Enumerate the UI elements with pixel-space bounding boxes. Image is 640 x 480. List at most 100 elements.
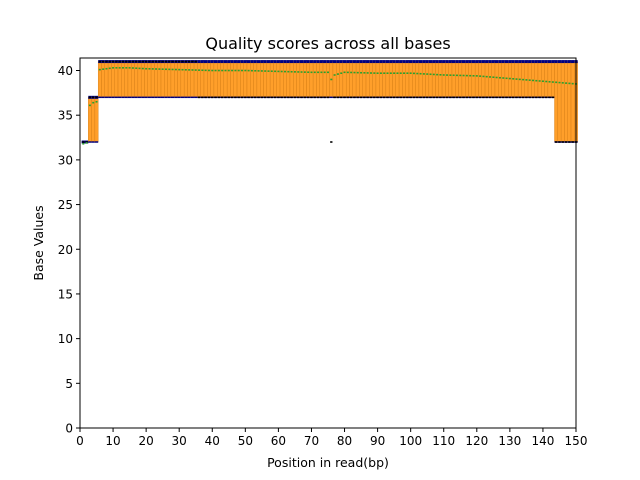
quality-box	[97, 61, 102, 98]
x-tick-label: 40	[205, 434, 220, 448]
quality-box	[101, 61, 105, 98]
quality-box	[276, 61, 281, 98]
quality-box	[220, 61, 225, 98]
x-tick-label: 110	[432, 434, 455, 448]
quality-box	[250, 61, 254, 98]
quality-box	[551, 61, 555, 98]
quality-box	[428, 61, 433, 98]
quality-box	[445, 61, 449, 98]
quality-box	[369, 61, 373, 98]
quality-box	[131, 61, 135, 98]
quality-box	[144, 61, 148, 98]
quality-box	[342, 61, 347, 98]
quality-box	[544, 61, 549, 98]
quality-box	[541, 61, 545, 98]
quality-box	[299, 61, 304, 98]
y-tick-label: 15	[58, 287, 73, 301]
chart-title: Quality scores across all bases	[205, 34, 450, 53]
quality-box	[164, 61, 168, 98]
quality-box	[203, 61, 208, 98]
quality-box	[359, 61, 363, 98]
quality-box	[455, 61, 459, 98]
quality-box	[431, 61, 436, 98]
quality-box	[501, 61, 506, 98]
x-tick-label: 90	[370, 434, 385, 448]
quality-box	[117, 61, 122, 98]
quality-box	[362, 61, 367, 98]
quality-box	[104, 61, 109, 98]
quality-box	[150, 61, 155, 98]
plot-frame	[79, 57, 577, 429]
quality-box	[451, 61, 456, 98]
quality-box	[474, 61, 479, 98]
quality-box	[293, 61, 297, 98]
quality-box	[392, 61, 396, 98]
quality-box	[193, 61, 198, 98]
quality-box	[180, 61, 185, 98]
x-axis-ticks: 0 10 20 30 40 50 60 70 80 90 100 110 120 130 140 150	[76, 428, 587, 448]
quality-box	[498, 61, 502, 98]
quality-box	[345, 61, 350, 98]
quality-box	[210, 61, 215, 98]
quality-box	[233, 61, 238, 98]
quality-box	[266, 61, 271, 98]
quality-box	[183, 61, 188, 98]
quality-box	[418, 61, 423, 98]
x-tick-label: 0	[76, 434, 84, 448]
quality-box	[355, 61, 360, 98]
quality-box	[127, 61, 132, 98]
quality-box	[200, 61, 205, 98]
quality-box	[230, 61, 234, 98]
quality-box	[316, 61, 320, 98]
quality-box	[256, 61, 261, 98]
y-axis-ticks: 0 5 10 15 20 25 30 35 40	[58, 64, 80, 436]
x-tick-label: 50	[238, 434, 253, 448]
quality-box	[279, 61, 284, 98]
quality-box	[388, 61, 393, 98]
quality-box	[273, 61, 277, 98]
quality-box	[352, 61, 357, 98]
x-tick-label: 10	[105, 434, 120, 448]
quality-box	[286, 61, 291, 98]
quality-box	[461, 61, 466, 98]
quality-box	[187, 61, 191, 98]
x-tick-label: 140	[531, 434, 554, 448]
quality-box	[190, 61, 195, 98]
quality-box	[246, 61, 251, 98]
y-tick-label: 35	[58, 109, 73, 123]
quality-box	[303, 61, 307, 98]
y-tick-label: 5	[65, 377, 73, 391]
quality-box	[319, 61, 324, 98]
quality-box	[537, 61, 542, 98]
quality-box	[283, 61, 287, 98]
quality-box	[435, 61, 439, 98]
y-tick-label: 10	[58, 332, 73, 346]
quality-box	[382, 61, 387, 98]
quality-box	[306, 61, 311, 98]
quality-box	[504, 61, 509, 98]
quality-box	[260, 61, 264, 98]
quality-box	[121, 61, 125, 98]
quality-box	[226, 61, 231, 98]
quality-box	[441, 61, 446, 98]
quality-box	[468, 61, 473, 98]
x-tick-label: 60	[271, 434, 286, 448]
quality-box	[438, 61, 443, 98]
quality-box	[94, 97, 99, 143]
quality-box	[408, 61, 413, 98]
quality-box	[458, 61, 463, 98]
quality-box	[157, 61, 162, 98]
quality-box	[326, 61, 330, 98]
quality-box	[91, 97, 96, 143]
quality-box	[560, 61, 565, 143]
quality-box	[402, 61, 406, 98]
quality-box	[263, 61, 268, 98]
quality-box	[217, 61, 221, 98]
quality-box	[88, 97, 92, 143]
y-tick-label: 25	[58, 198, 73, 212]
quality-box	[398, 61, 403, 98]
quality-box	[339, 61, 344, 98]
quality-box	[349, 61, 354, 98]
y-tick-label: 0	[65, 422, 73, 436]
